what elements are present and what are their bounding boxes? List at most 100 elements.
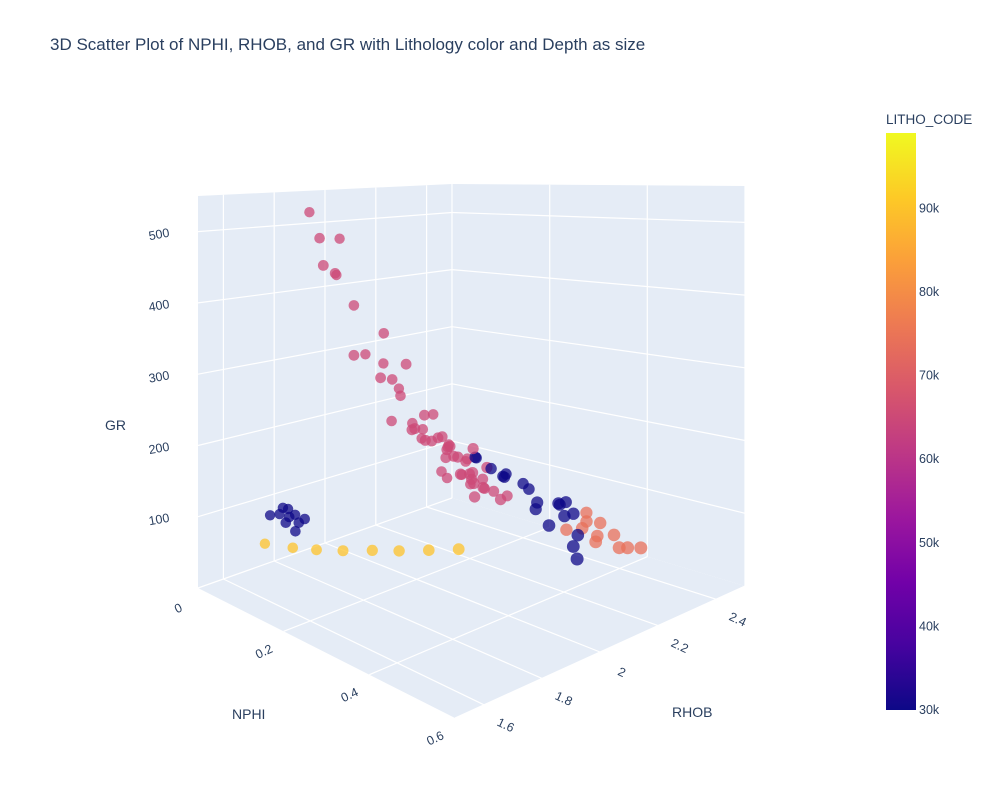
scatter-point xyxy=(400,358,412,370)
scatter-points xyxy=(259,207,648,566)
z-tick-label: 200 xyxy=(148,440,171,457)
scatter-point xyxy=(311,544,322,556)
chart-title: 3D Scatter Plot of NPHI, RHOB, and GR wi… xyxy=(50,35,645,54)
z-axis-title: GR xyxy=(105,417,126,433)
scatter-point xyxy=(317,260,329,271)
scatter-point xyxy=(409,423,421,435)
scatter-point xyxy=(488,485,500,497)
colorbar-tick-label: 40k xyxy=(919,619,940,633)
z-gridline-left xyxy=(197,269,453,304)
scatter-point xyxy=(448,450,460,462)
scatter-point xyxy=(395,390,406,402)
y-axis-title: NPHI xyxy=(232,706,265,722)
z-gridline-right xyxy=(451,383,746,442)
scatter-point xyxy=(612,541,626,555)
x-gridline-floor xyxy=(273,560,543,679)
scatter-point xyxy=(607,528,621,542)
scatter-point xyxy=(466,467,479,479)
scatter-point xyxy=(378,358,389,369)
x-tick-label: 2.4 xyxy=(727,610,749,630)
x-tick-label: 1.6 xyxy=(495,715,517,735)
scatter-point xyxy=(348,349,360,361)
scatter-point xyxy=(423,544,435,556)
z-tick-label: 500 xyxy=(148,226,171,243)
z-gridline-left xyxy=(197,440,453,518)
scatter-point xyxy=(494,493,507,506)
y-gridline-floor xyxy=(283,526,550,632)
scatter-point xyxy=(293,517,305,528)
scatter-point xyxy=(386,374,398,385)
scatter-point xyxy=(468,491,481,503)
z-tick-label: 100 xyxy=(148,511,171,528)
scatter-point xyxy=(485,462,497,475)
floor-pane xyxy=(198,498,745,718)
scatter-point xyxy=(378,328,390,339)
scatter-point xyxy=(427,409,439,420)
x-tick-label: 2 xyxy=(616,665,628,681)
z-gridline-left xyxy=(197,211,453,233)
scatter-point xyxy=(419,409,430,421)
scatter-point xyxy=(386,415,397,427)
scatter-point xyxy=(264,510,276,521)
x-tick-label: 2.2 xyxy=(669,636,691,656)
scatter-point xyxy=(571,528,585,542)
gridlines xyxy=(197,184,746,719)
colorbar-tick-label: 80k xyxy=(919,285,940,299)
scatter-point xyxy=(570,552,584,566)
y-tick-label: 0.6 xyxy=(424,728,446,748)
x-axis-title: RHOB xyxy=(672,704,712,720)
scatter-point xyxy=(259,538,271,549)
scatter-point xyxy=(542,519,556,532)
colorbar-tick-label: 90k xyxy=(919,201,940,215)
z-gridline-right xyxy=(451,269,746,296)
scene-3d[interactable] xyxy=(197,184,746,719)
x-gridline-floor xyxy=(375,524,659,627)
scatter-point xyxy=(329,268,341,279)
y-tick-label: 0.4 xyxy=(339,685,361,705)
colorbar-tick-label: 30k xyxy=(919,703,940,717)
y-tick-label: 0.2 xyxy=(253,642,275,662)
scatter-point xyxy=(375,372,386,384)
colorbar: LITHO_CODE 30k 40k 50k 60k 70k 80k 90k xyxy=(886,112,972,717)
scatter-point xyxy=(436,431,448,443)
x-gridline-floor xyxy=(426,506,717,600)
scatter-point xyxy=(304,207,315,218)
scatter-point xyxy=(337,545,349,557)
scatter-point xyxy=(314,232,325,244)
colorbar-tick-label: 50k xyxy=(919,536,940,550)
scatter-point xyxy=(393,545,405,557)
scatter-point xyxy=(469,451,481,463)
scatter-point xyxy=(500,468,512,480)
y-tick-label: 0 xyxy=(172,601,184,617)
scatter-point xyxy=(366,544,378,557)
scatter-point xyxy=(454,468,467,480)
scatter-point xyxy=(552,497,565,510)
y-gridline-floor xyxy=(369,556,648,676)
scatter-point xyxy=(334,233,345,244)
scatter-point xyxy=(594,516,607,530)
z-gridline-right xyxy=(451,326,746,369)
scatter-point xyxy=(580,506,593,519)
scatter-point xyxy=(274,508,285,520)
scatter-point xyxy=(558,509,571,523)
scatter-point xyxy=(360,349,371,360)
z-tick-label: 300 xyxy=(148,368,171,385)
scatter-point xyxy=(287,542,299,554)
x-gridline-floor xyxy=(223,578,485,706)
scatter-point xyxy=(566,540,580,553)
scatter-point xyxy=(419,434,431,446)
colorbar-ticks: 30k 40k 50k 60k 70k 80k 90k xyxy=(919,201,940,717)
scatter-point xyxy=(444,440,456,452)
z-gridline-right xyxy=(451,211,746,223)
scatter-point xyxy=(560,523,573,536)
scatter-point xyxy=(523,483,535,495)
scatter-point xyxy=(477,481,489,494)
z-tick-label: 400 xyxy=(148,297,171,314)
scatter-point xyxy=(467,443,479,455)
scatter-point xyxy=(529,503,542,516)
scatter-point xyxy=(452,543,465,556)
scatter-point xyxy=(417,424,429,435)
scatter-point xyxy=(290,526,301,537)
colorbar-scale xyxy=(886,133,916,710)
